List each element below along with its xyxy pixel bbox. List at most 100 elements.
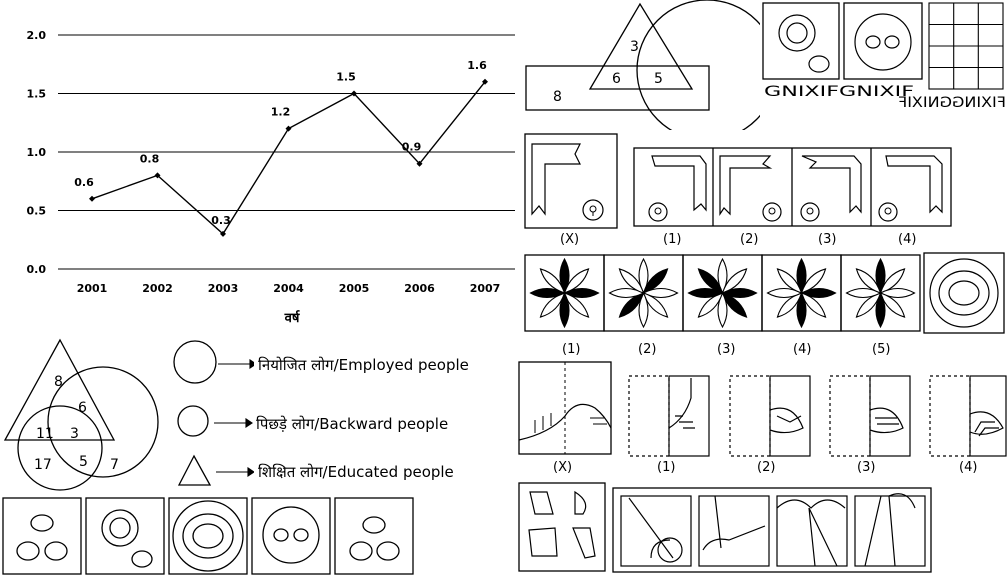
chart-data-point [89, 195, 95, 202]
chart-y-tick-label: 2.0 [27, 29, 47, 42]
row1-option3-circle [800, 202, 820, 222]
legend: नियोजित लोग/Employed people पिछड़े लोग/B… [170, 338, 520, 498]
chart-y-tick-label: 1.0 [27, 146, 47, 159]
row1-question-shape [531, 143, 581, 216]
flower-box [840, 254, 921, 332]
chart-data-label: 0.3 [211, 214, 231, 227]
row2-label-4: (4) [793, 342, 812, 357]
legend-label-educated: शिक्षित लोग/Educated people [258, 463, 454, 481]
chart-data-label: 0.6 [74, 176, 94, 189]
mirror-figures: GNIXIFGNIXIF FIXINGGNIXIF [758, 0, 1008, 110]
chart-x-tick-label: 2007 [470, 282, 501, 295]
bottom-box-3 [168, 497, 248, 575]
chart-data-point [482, 78, 488, 85]
row3-label-4: (4) [959, 460, 978, 475]
row3-label-x: (X) [553, 460, 573, 475]
flower-figure [608, 257, 679, 329]
venn-top-rectangle [525, 65, 710, 111]
row1-option4-shape [885, 155, 943, 214]
row1-option1-shape [651, 155, 707, 212]
mirror-box-2 [843, 2, 923, 80]
venn-top-circle [636, 0, 760, 130]
row1-label-3: (3) [818, 232, 837, 247]
venn-top-triangle [588, 2, 694, 90]
mirror-grid [928, 2, 1004, 90]
chart-data-label: 1.6 [467, 59, 487, 72]
venn-bottom-triangle [3, 338, 116, 441]
row3-label-1: (1) [657, 460, 676, 475]
chart-data-point [154, 172, 161, 179]
concentric-inner [948, 280, 980, 306]
chart-data-label: 0.9 [402, 141, 422, 154]
chart-data-point [351, 90, 357, 97]
row1-option2-shape [719, 155, 773, 216]
flower-figure [845, 257, 916, 329]
chart-y-tick-label: 0.0 [27, 263, 47, 276]
concentric-box [923, 252, 1005, 334]
venn-top: 3 6 5 8 [520, 0, 760, 130]
chart-data-point [416, 160, 423, 167]
legend-small-circle-icon [177, 405, 209, 437]
mirror-circle-inner [786, 22, 808, 44]
row1-label-2: (2) [740, 232, 759, 247]
venn-bottom-n-top: 8 [54, 374, 63, 390]
bottom-box-1 [2, 497, 82, 575]
legend-label-employed: नियोजित लोग/Employed people [258, 356, 469, 374]
figure-row-2: (1) (2) (3) (4) (5) [520, 250, 1008, 364]
chart-x-tick-label: 2003 [208, 282, 239, 295]
mirror-word-2: FIXINGGNIXIF [898, 95, 1006, 110]
figure-row-1: (X) (1) (2) (3) (4) [520, 128, 960, 252]
chart-y-tick-label: 1.5 [27, 88, 47, 101]
mirror-face-eye-left [865, 35, 881, 49]
bottom-box-5 [334, 497, 414, 575]
legend-label-backward: पिछड़े लोग/Backward people [256, 415, 449, 433]
row1-label-1: (1) [663, 232, 682, 247]
row2-label-1: (1) [562, 342, 581, 357]
figure-row-3: (X) (1) (2) (3) (4) [515, 358, 1008, 478]
venn-bottom-n-left: 11 [36, 426, 54, 442]
row4-pieces-box [518, 482, 606, 572]
mirror-word-1: GNIXIFGNIXIF [764, 84, 914, 100]
legend-triangle-icon [177, 454, 212, 486]
venn-bottom-n-upper-right: 6 [78, 400, 87, 416]
row1-option2-circle [762, 202, 782, 222]
mirror-face-eye-right [884, 35, 900, 49]
concentric-middle [938, 270, 990, 316]
row4-options-strip [612, 487, 932, 573]
mirror-box-1 [762, 2, 840, 80]
venn-top-number-mid-right: 5 [654, 71, 663, 87]
chart-x-tick-label: 2004 [273, 282, 304, 295]
mirror-face-circle [854, 13, 912, 71]
flower-row-svg [524, 252, 1005, 334]
chart-x-tick-label: 2001 [77, 282, 108, 295]
row1-label-4: (4) [898, 232, 917, 247]
venn-bottom: 8 6 11 3 5 7 17 [0, 338, 170, 498]
flower-figure [529, 257, 600, 329]
row3-label-3: (3) [857, 460, 876, 475]
chart-y-tick-label: 0.5 [27, 205, 47, 218]
venn-top-number-mid-left: 6 [612, 71, 621, 87]
line-chart-svg: 0.0 0.5 1.0 1.5 2.0 0.6 2001 0.8 2002 0.3 2003 1.2 2… [27, 29, 515, 326]
row1-question-box [524, 133, 618, 229]
legend-large-circle-icon [173, 340, 217, 384]
chart-data-label: 0.8 [140, 152, 160, 165]
bottom-box-4 [251, 497, 331, 575]
line-chart: 0.0 0.5 1.0 1.5 2.0 0.6 2001 0.8 2002 0.3 2003 1.2 2… [0, 0, 520, 330]
row1-option4-circle [878, 202, 898, 222]
row1-question-circle [582, 199, 604, 221]
row3-label-2: (2) [757, 460, 776, 475]
venn-bottom-right-circle [47, 366, 159, 478]
row1-label-x: (X) [560, 232, 580, 247]
bottom-figure-row [0, 495, 420, 578]
venn-bottom-n-lower-left: 17 [34, 457, 52, 473]
chart-data-point [285, 125, 292, 132]
chart-data-point [220, 230, 226, 237]
venn-bottom-n-center: 3 [70, 426, 79, 442]
venn-bottom-n-lower-mid: 5 [79, 454, 88, 470]
row1-option1-circle [648, 202, 668, 222]
row2-label-2: (2) [638, 342, 657, 357]
mirror-small-oval [808, 55, 830, 73]
venn-top-number-rect: 8 [553, 89, 562, 105]
mirror-circle-outer [778, 14, 816, 52]
row2-label-3: (3) [717, 342, 736, 357]
